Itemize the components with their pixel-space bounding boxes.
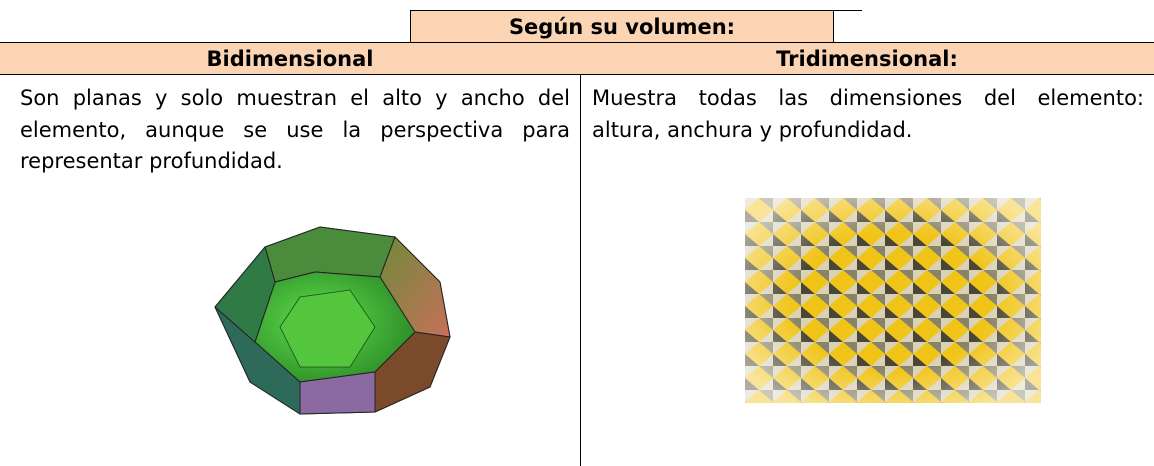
cell-text: Son planas y solo muestran el alto y anc… xyxy=(20,86,570,173)
title: Según su volumen: xyxy=(508,15,736,39)
op-art-image xyxy=(745,198,1041,403)
cell-text: Muestra todas las dimensiones del elemen… xyxy=(592,86,1144,142)
header-text: Bidimensional xyxy=(206,47,374,71)
body-cell: Muestra todas las dimensiones del elemen… xyxy=(580,75,1154,466)
header-cell: Bidimensional xyxy=(0,42,581,75)
spacer-cell xyxy=(833,10,862,43)
header-text: Tridimensional: xyxy=(776,47,958,71)
body-cell: Son planas y solo muestran el alto y anc… xyxy=(0,75,581,466)
title-cell: Según su volumen: xyxy=(410,10,834,43)
header-cell: Tridimensional: xyxy=(580,42,1154,75)
dodecahedron-image xyxy=(214,226,451,415)
